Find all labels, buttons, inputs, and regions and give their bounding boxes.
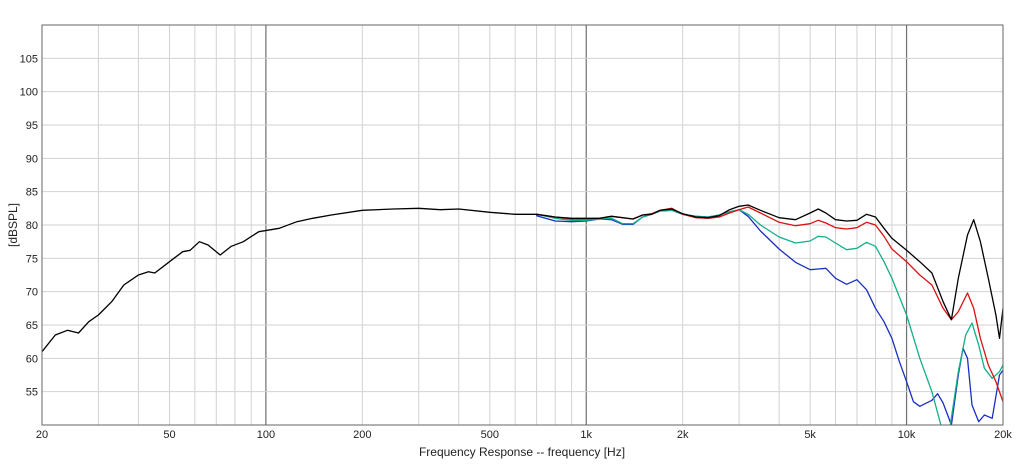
y-tick-label: 80 [26,220,38,232]
x-tick-label: 2k [677,429,689,441]
x-axis-title: Frequency Response -- frequency [Hz] [419,445,625,459]
x-tick-label: 50 [163,429,175,441]
x-tick-label: 20k [994,429,1012,441]
x-tick-label: 100 [257,429,275,441]
y-tick-label: 60 [26,353,38,365]
y-axis-title: [dBSPL] [6,203,20,247]
x-tick-label: 5k [804,429,816,441]
y-tick-label: 100 [20,87,38,99]
y-axis-ticks: 55 60 65 70 75 80 85 90 95 100 105 [20,53,38,398]
grid [42,25,1003,425]
x-tick-label: 20 [36,429,48,441]
y-tick-label: 65 [26,320,38,332]
series-group [42,204,1003,425]
series-line [535,209,1003,425]
x-tick-label: 1k [580,429,592,441]
y-tick-label: 75 [26,253,38,265]
plot-frame [41,24,1004,426]
y-tick-label: 95 [26,120,38,132]
y-tick-label: 85 [26,187,38,199]
y-tick-label: 55 [26,387,38,399]
x-tick-label: 10k [898,429,916,441]
series-line [42,204,1003,353]
x-tick-label: 500 [481,429,499,441]
y-tick-label: 70 [26,287,38,299]
y-tick-label: 90 [26,153,38,165]
y-tick-label: 105 [20,53,38,65]
x-tick-label: 200 [353,429,371,441]
x-axis-ticks: 20 50 100 200 500 1k 2k 5k 10k 20k [36,429,1012,441]
